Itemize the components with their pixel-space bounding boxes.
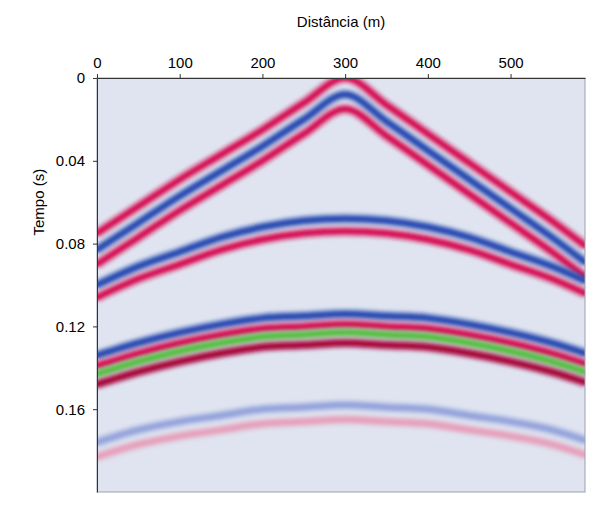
- event-halo: [97, 405, 585, 442]
- x-tick: 300: [333, 54, 358, 78]
- x-tick-label: 500: [499, 54, 524, 71]
- chart: 0 100 200 300 400 500 0 0.04 0.08 0.12 0.16 Distânc…: [0, 0, 601, 510]
- plot-frame: [97, 78, 585, 492]
- y-tick: 0.16: [56, 401, 97, 418]
- event-halo: [97, 343, 585, 384]
- y-tick-mark: [93, 244, 97, 245]
- x-tick-label: 300: [333, 54, 358, 71]
- y-tick-label: 0.12: [56, 318, 85, 335]
- y-tick: 0: [77, 69, 97, 86]
- y-tick-mark: [93, 78, 97, 79]
- y-tick-label: 0.08: [56, 235, 85, 252]
- event-line: [97, 405, 585, 442]
- x-tick-label: 0: [93, 54, 101, 71]
- event-line: [97, 231, 585, 297]
- x-tick-label: 400: [416, 54, 441, 71]
- y-tick: 0.12: [56, 318, 97, 335]
- y-tick: 0.04: [56, 152, 97, 169]
- x-tick-mark: [97, 74, 98, 78]
- x-tick-label: 100: [168, 54, 193, 71]
- x-tick-mark: [180, 74, 181, 78]
- event-line: [97, 343, 585, 384]
- x-tick-label: 200: [250, 54, 275, 71]
- x-tick-mark: [345, 74, 346, 78]
- x-tick-mark: [262, 74, 263, 78]
- x-axis-line: [98, 78, 586, 79]
- y-axis: 0 0.04 0.08 0.12 0.16: [56, 69, 98, 492]
- y-tick: 0.08: [56, 235, 97, 252]
- plot-background: [97, 78, 585, 492]
- y-tick-mark: [93, 161, 97, 162]
- x-tick: 100: [168, 54, 193, 78]
- x-tick: 0: [93, 54, 101, 78]
- x-tick-mark: [428, 74, 429, 78]
- y-tick-label: 0.16: [56, 401, 85, 418]
- y-axis-title: Tempo (s): [30, 169, 47, 236]
- y-tick-label: 0: [77, 69, 85, 86]
- plot: 0 100 200 300 400 500 0 0.04 0.08 0.12 0.16: [56, 54, 586, 493]
- events: [97, 78, 585, 457]
- y-tick-mark: [93, 409, 97, 410]
- x-tick: 400: [416, 54, 441, 78]
- x-tick: 500: [499, 54, 524, 78]
- x-axis: 0 100 200 300 400 500: [93, 54, 585, 79]
- y-axis-line: [97, 79, 98, 493]
- y-tick-label: 0.04: [56, 152, 85, 169]
- y-tick-mark: [93, 326, 97, 327]
- event-halo: [97, 231, 585, 297]
- x-tick: 200: [250, 54, 275, 78]
- x-axis-title: Distância (m): [297, 13, 385, 30]
- x-tick-mark: [511, 74, 512, 78]
